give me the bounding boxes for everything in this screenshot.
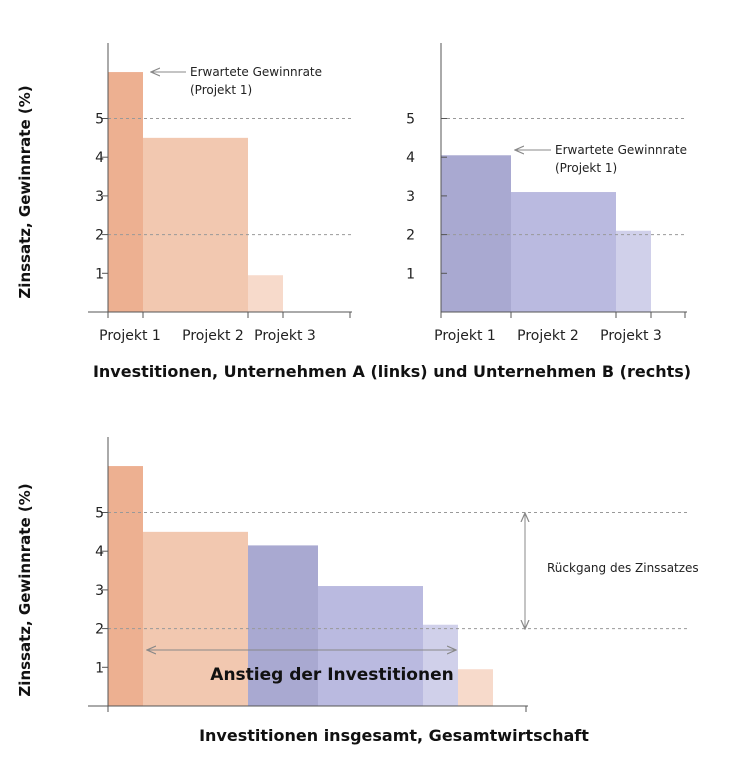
panel-gesamt-y-axis-label: Zinssatz, Gewinnrate (%) (16, 483, 34, 696)
panel-b-bar-1 (441, 155, 511, 312)
panel-a-bar-1 (108, 72, 143, 312)
panel-b-reference-lines (441, 118, 687, 236)
panel-gesamt: 1 2 3 4 5 Zinssatz, Gewinnrate (%) Rückgang … (16, 437, 699, 745)
panel-b-bar-3 (616, 230, 651, 312)
panel-b-annotation-line1: Erwartete Gewinnrate (555, 143, 687, 157)
panel-a-y-tick-label-5: 5 (95, 112, 104, 128)
panel-gesamt-y-tick-label-3: 3 (95, 583, 104, 599)
panel-a-x-tick-label-1: Projekt 1 (99, 328, 161, 344)
panel-a-y-tick-label-2: 2 (95, 228, 104, 244)
panel-gesamt-y-tick-label-2: 2 (95, 622, 104, 638)
panel-a-x-tick-label-2: Projekt 2 (182, 328, 244, 344)
panel-b-y-tick-label-4: 4 (406, 150, 415, 166)
panel-a-bars (108, 72, 283, 312)
panel-gesamt-y-tick-label-1: 1 (95, 660, 104, 676)
panel-b-y-tick-label-1: 1 (406, 266, 415, 282)
panel-b-y-ticks: 1 2 3 4 5 (406, 112, 447, 282)
panel-gesamt-bar-5 (423, 624, 458, 706)
panel-a-annotation-line2: (Projekt 1) (190, 83, 252, 97)
panel-b-y-tick-label-3: 3 (406, 189, 415, 205)
panel-b-x-ticks: Projekt 1 Projekt 2 Projekt 3 (434, 312, 686, 344)
panel-a-y-tick-label-3: 3 (95, 189, 104, 205)
panel-b-y-tick-label-2: 2 (406, 228, 415, 244)
panel-gesamt-y-tick-label-4: 4 (95, 544, 104, 560)
panel-a-y-ticks: 1 2 3 4 5 (95, 112, 108, 282)
panel-gesamt-bar-6 (458, 669, 493, 706)
panel-b: 1 2 3 4 5 Projekt 1 Projekt 2 Projekt 3 Erwart… (406, 43, 687, 344)
panel-b-x-tick-label-2: Projekt 2 (517, 328, 579, 344)
panel-gesamt-y-ticks: 1 2 3 4 5 (95, 506, 108, 676)
panel-b-bar-2 (511, 192, 616, 312)
panel-gesamt-bar-1 (108, 466, 143, 706)
panel-a-reference-lines (108, 118, 352, 236)
panel-b-y-tick-label-5: 5 (406, 112, 415, 128)
panel-a-y-tick-label-1: 1 (95, 266, 104, 282)
panel-a-bar-3 (248, 275, 283, 312)
panel-a-y-axis-label: Zinssatz, Gewinnrate (%) (16, 85, 34, 298)
investment-rise-label: Anstieg der Investitionen (210, 665, 453, 685)
panel-a: 1 2 3 4 5 Projekt 1 Projekt 2 Projekt 3 Zinssa… (16, 43, 352, 344)
panel-a-annotation-line1: Erwartete Gewinnrate (190, 65, 322, 79)
panel-a-bar-2 (143, 137, 248, 312)
panel-gesamt-y-tick-label-5: 5 (95, 506, 104, 522)
panel-b-x-tick-label-1: Projekt 1 (434, 328, 496, 344)
bottom-x-axis-title: Investitionen insgesamt, Gesamtwirtschaf… (199, 726, 589, 745)
panel-b-x-tick-label-3: Projekt 3 (600, 328, 662, 344)
panel-b-bars (441, 155, 651, 312)
top-x-axis-title: Investitionen, Unternehmen A (links) und… (93, 362, 691, 381)
panel-gesamt-bar-4 (318, 586, 423, 706)
panel-gesamt-reference-lines (108, 512, 688, 630)
panel-b-annotation-line2: (Projekt 1) (555, 161, 617, 175)
panel-a-x-tick-label-3: Projekt 3 (254, 328, 316, 344)
panel-a-y-tick-label-4: 4 (95, 150, 104, 166)
panel-gesamt-bar-3 (248, 545, 318, 706)
panel-a-x-ticks: Projekt 1 Projekt 2 Projekt 3 (99, 312, 351, 344)
panel-gesamt-bar-2 (143, 531, 248, 706)
rate-drop-label: Rückgang des Zinssatzes (547, 561, 699, 575)
